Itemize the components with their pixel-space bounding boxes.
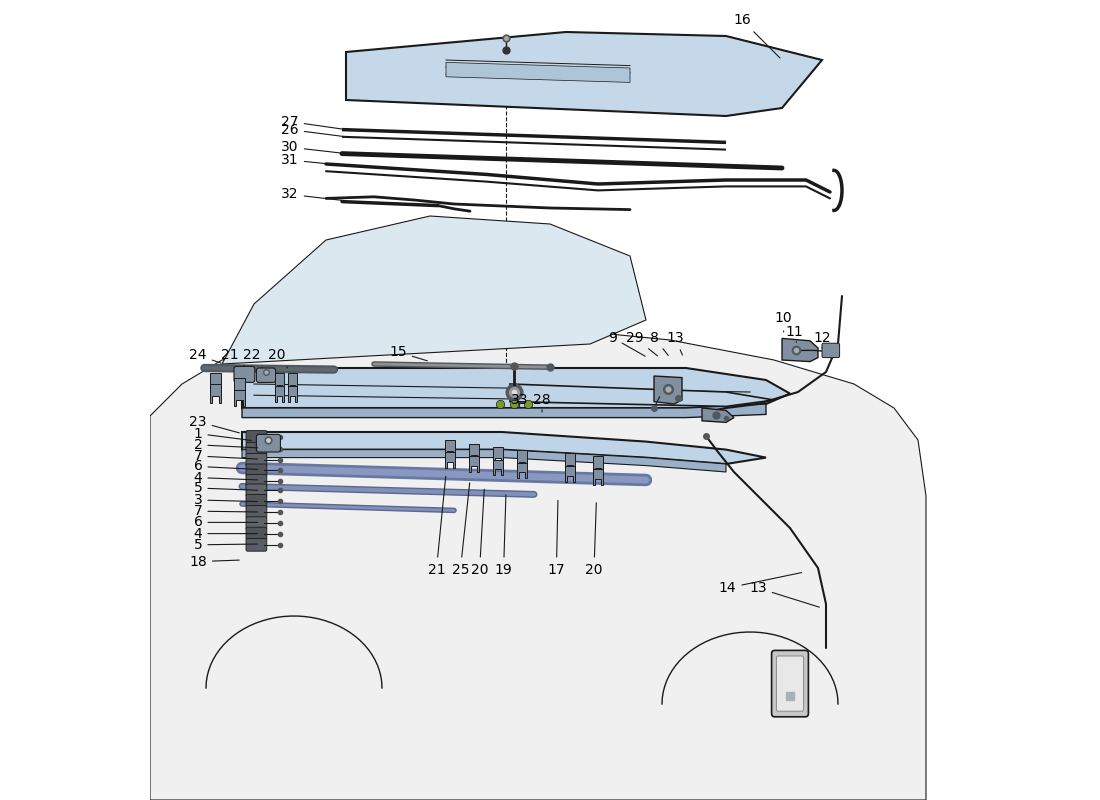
- Text: 5: 5: [194, 481, 257, 495]
- Text: 26: 26: [282, 122, 343, 137]
- FancyBboxPatch shape: [822, 343, 839, 358]
- Polygon shape: [234, 390, 245, 406]
- FancyBboxPatch shape: [246, 454, 267, 466]
- FancyBboxPatch shape: [256, 434, 280, 452]
- Text: 12: 12: [813, 330, 830, 348]
- FancyBboxPatch shape: [246, 506, 267, 518]
- Polygon shape: [275, 374, 285, 392]
- Polygon shape: [275, 386, 285, 402]
- FancyBboxPatch shape: [771, 650, 808, 717]
- FancyBboxPatch shape: [234, 366, 255, 382]
- Text: 13: 13: [666, 330, 683, 355]
- Text: 15: 15: [389, 345, 427, 361]
- FancyBboxPatch shape: [246, 484, 267, 497]
- Polygon shape: [517, 450, 527, 469]
- FancyBboxPatch shape: [246, 442, 267, 455]
- FancyBboxPatch shape: [246, 474, 267, 487]
- FancyBboxPatch shape: [246, 517, 267, 530]
- Text: 24: 24: [189, 348, 221, 363]
- Polygon shape: [234, 378, 245, 397]
- Polygon shape: [242, 432, 766, 464]
- Text: 4: 4: [194, 470, 257, 485]
- Text: 9: 9: [608, 330, 646, 356]
- Polygon shape: [242, 404, 766, 418]
- Text: 21: 21: [221, 348, 244, 366]
- FancyBboxPatch shape: [246, 538, 267, 551]
- FancyBboxPatch shape: [246, 430, 267, 443]
- Polygon shape: [210, 385, 221, 403]
- Text: 29: 29: [626, 330, 658, 356]
- Polygon shape: [150, 324, 926, 800]
- Text: 17: 17: [548, 500, 565, 577]
- Polygon shape: [446, 62, 630, 82]
- Text: 2: 2: [194, 438, 257, 452]
- Polygon shape: [287, 386, 297, 402]
- Polygon shape: [517, 462, 527, 478]
- Text: 1: 1: [194, 426, 251, 441]
- Polygon shape: [493, 459, 503, 475]
- Polygon shape: [444, 452, 455, 468]
- Text: 20: 20: [471, 489, 488, 577]
- Text: 32: 32: [282, 187, 343, 202]
- Text: 11: 11: [785, 325, 803, 342]
- Text: 28: 28: [534, 393, 551, 412]
- Polygon shape: [702, 408, 734, 422]
- Polygon shape: [444, 440, 455, 458]
- Text: 22: 22: [243, 348, 262, 367]
- Polygon shape: [469, 444, 480, 462]
- Text: 8: 8: [650, 330, 669, 355]
- Polygon shape: [564, 466, 575, 482]
- Text: 3: 3: [194, 493, 257, 507]
- Text: 7: 7: [194, 449, 257, 463]
- Text: 18: 18: [189, 554, 239, 569]
- Text: 23: 23: [189, 414, 240, 433]
- Text: 25: 25: [452, 482, 470, 577]
- Polygon shape: [242, 368, 790, 408]
- Polygon shape: [593, 469, 603, 485]
- Text: 7: 7: [194, 504, 257, 518]
- Polygon shape: [469, 456, 480, 472]
- Text: 20: 20: [267, 348, 287, 368]
- FancyBboxPatch shape: [246, 464, 267, 477]
- Polygon shape: [210, 373, 221, 394]
- Polygon shape: [593, 457, 603, 475]
- Text: 13: 13: [749, 581, 820, 607]
- Polygon shape: [564, 454, 575, 472]
- FancyBboxPatch shape: [246, 494, 267, 507]
- Polygon shape: [654, 376, 682, 404]
- Text: 16: 16: [733, 13, 780, 58]
- FancyBboxPatch shape: [777, 656, 804, 711]
- Text: 31: 31: [282, 153, 343, 167]
- Polygon shape: [493, 447, 503, 466]
- Text: a passion for parts since 1985: a passion for parts since 1985: [295, 454, 613, 586]
- FancyBboxPatch shape: [246, 527, 267, 540]
- Polygon shape: [510, 384, 774, 406]
- Text: 5: 5: [194, 538, 257, 552]
- Polygon shape: [242, 450, 726, 472]
- Text: 14: 14: [718, 573, 802, 595]
- Text: 10: 10: [774, 311, 792, 332]
- Text: 30: 30: [282, 140, 343, 154]
- Polygon shape: [222, 216, 646, 364]
- Polygon shape: [782, 338, 818, 362]
- Text: 6: 6: [194, 515, 257, 530]
- Text: 4: 4: [194, 526, 257, 541]
- Text: 33: 33: [510, 393, 528, 407]
- Polygon shape: [346, 32, 822, 116]
- Text: 6: 6: [194, 459, 257, 474]
- Text: 27: 27: [282, 114, 343, 130]
- Text: 21: 21: [428, 476, 446, 577]
- Text: 20: 20: [585, 502, 603, 577]
- FancyBboxPatch shape: [256, 368, 276, 382]
- Polygon shape: [287, 374, 297, 392]
- Text: 19: 19: [495, 494, 513, 577]
